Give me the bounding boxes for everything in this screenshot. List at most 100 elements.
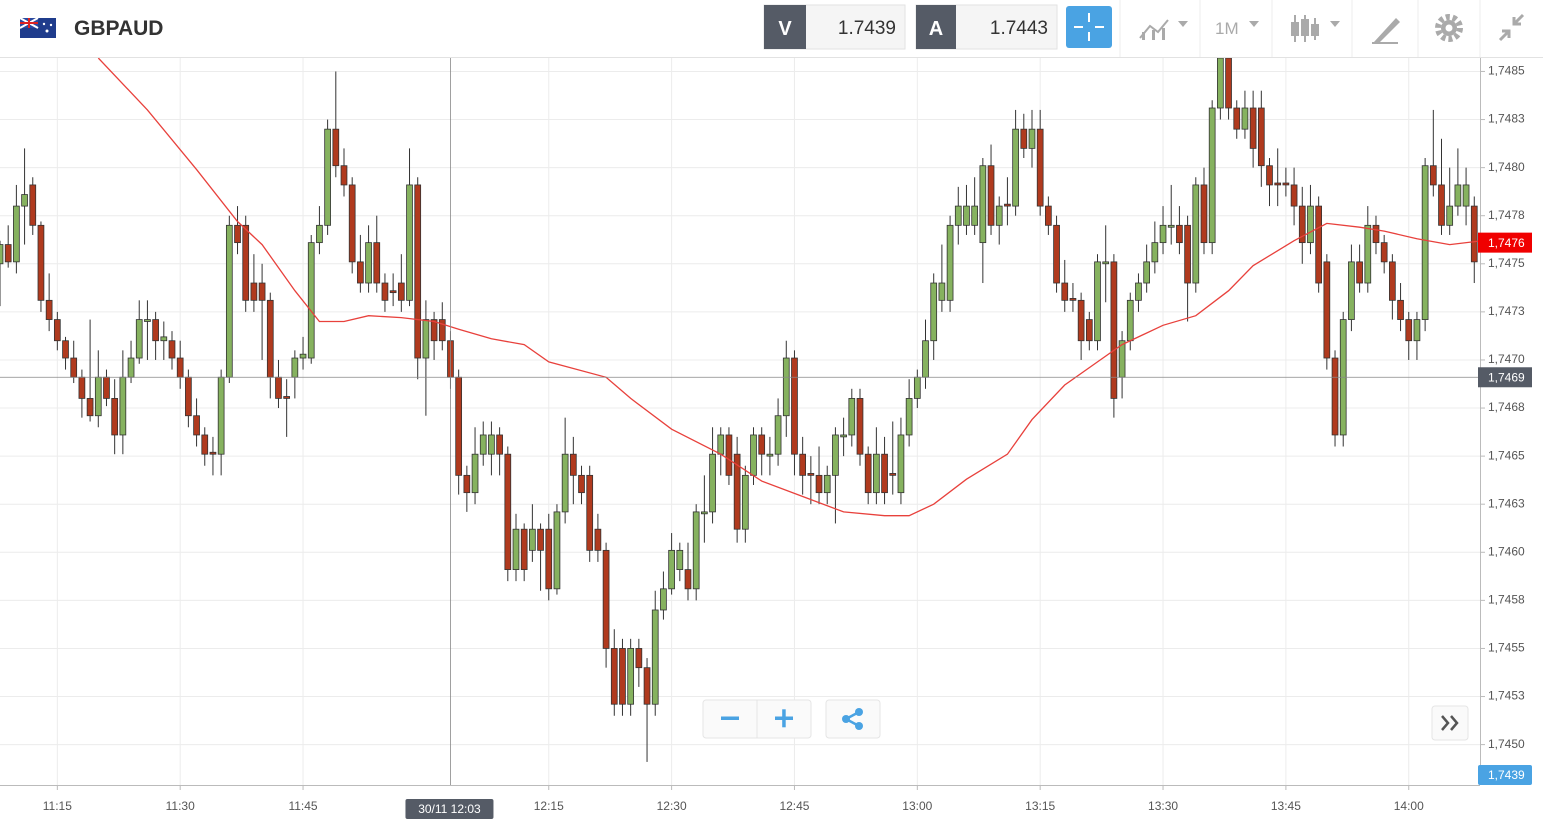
candle-body [979, 165, 987, 244]
candle-body [373, 242, 381, 284]
zoom-out[interactable] [721, 716, 739, 721]
scroll-right-button[interactable] [1431, 705, 1469, 741]
y-tick-label: 1,7458 [1488, 593, 1525, 607]
buy-price: 1.7443 [990, 18, 1048, 39]
timeframe[interactable]: 1M [1215, 19, 1239, 38]
candle-body [905, 398, 913, 436]
symbol: GBPAUD [74, 17, 163, 40]
indicators-button[interactable] [1139, 19, 1188, 40]
y-tick-label: 1,7463 [1488, 496, 1525, 510]
candle-body [643, 667, 651, 705]
candle-body [676, 549, 684, 570]
candle-body [488, 434, 495, 455]
candle-body [316, 224, 323, 244]
candle-body [324, 128, 331, 226]
candle-body [848, 398, 856, 436]
chart-type-button[interactable] [1291, 15, 1340, 42]
candle-body [717, 434, 725, 455]
candle-body [1126, 299, 1134, 342]
candle-body [725, 434, 733, 476]
y-tick-label: 1,7453 [1488, 689, 1525, 703]
candle-body [455, 376, 463, 476]
draw-button[interactable] [1372, 18, 1400, 44]
candle-body [1282, 182, 1290, 186]
candle-body [4, 244, 12, 263]
x-tick-label: 12:15 [534, 799, 564, 813]
candle-body [422, 319, 430, 359]
candle-body [430, 319, 438, 342]
y-tick-label: 1,7470 [1488, 352, 1525, 366]
bid-price-box [1478, 765, 1532, 785]
last-price-label: 1,7476 [1488, 236, 1525, 250]
candle-body [1364, 224, 1372, 284]
candle-body [1249, 107, 1257, 149]
candle-body [1454, 184, 1462, 207]
candle-body [397, 282, 405, 301]
zoom-in[interactable] [775, 709, 793, 728]
candle-body [537, 528, 544, 551]
crosshair-button[interactable] [1066, 6, 1112, 48]
sell-price: 1.7439 [838, 18, 896, 39]
candle-body [258, 282, 266, 301]
candle-body [406, 184, 413, 301]
x-tick-label: 13:00 [902, 799, 932, 813]
candle-body [1348, 261, 1355, 320]
candle-body [1462, 184, 1470, 207]
candle-body [1290, 184, 1298, 207]
candle-body [365, 242, 372, 284]
candle-body [823, 474, 831, 494]
candle-body [1380, 242, 1388, 263]
candle-body [922, 340, 929, 378]
candle-body [840, 434, 847, 438]
candle-body [1184, 224, 1191, 284]
candle-body [53, 319, 61, 342]
candle-body [758, 434, 766, 455]
candle-body [791, 357, 798, 455]
candle-body [889, 473, 897, 476]
candle-body [602, 549, 610, 649]
candle-body [995, 205, 1003, 226]
candle-body [37, 224, 45, 301]
candle-body [332, 128, 340, 167]
x-tick-label: 11:30 [166, 799, 195, 813]
candle-body [701, 511, 708, 515]
candle-body [1413, 319, 1421, 342]
crosshair-y-label: 1,7469 [1488, 370, 1525, 384]
candle-body [62, 340, 69, 359]
candle-body [1110, 261, 1118, 399]
candle-body [1266, 165, 1273, 186]
candle-body [741, 474, 749, 530]
y-tick-label: 1,7473 [1488, 304, 1525, 318]
candle-body [733, 453, 741, 530]
candle-body [561, 453, 569, 513]
candle-body [1315, 205, 1322, 284]
candle-body [86, 398, 94, 417]
y-tick-label: 1,7485 [1488, 64, 1525, 78]
candle-body [1241, 107, 1249, 130]
candle-body [94, 376, 102, 417]
candle-body [1094, 261, 1101, 342]
y-tick-label: 1,7465 [1488, 448, 1525, 462]
candle-body [1020, 128, 1028, 149]
candle-body [21, 194, 28, 207]
candle-body [201, 434, 209, 455]
candle-body [78, 376, 86, 399]
candle-body [619, 648, 626, 705]
share-button[interactable] [825, 699, 881, 739]
candle-body [0, 244, 4, 265]
settings-button[interactable] [1435, 14, 1463, 42]
candle-body [127, 357, 135, 378]
candle-body [545, 528, 553, 590]
candle-body [414, 184, 422, 359]
y-tick-label: 1,7478 [1488, 208, 1525, 222]
candle-body [193, 415, 200, 436]
candle-body [709, 453, 716, 513]
candle-body [340, 165, 348, 186]
buy-label-box [916, 5, 956, 49]
candle-body [1061, 282, 1069, 301]
candle-body [1053, 224, 1060, 284]
collapse-button[interactable] [1498, 13, 1525, 42]
candle-body [1372, 224, 1380, 244]
candle-body [1192, 184, 1200, 284]
